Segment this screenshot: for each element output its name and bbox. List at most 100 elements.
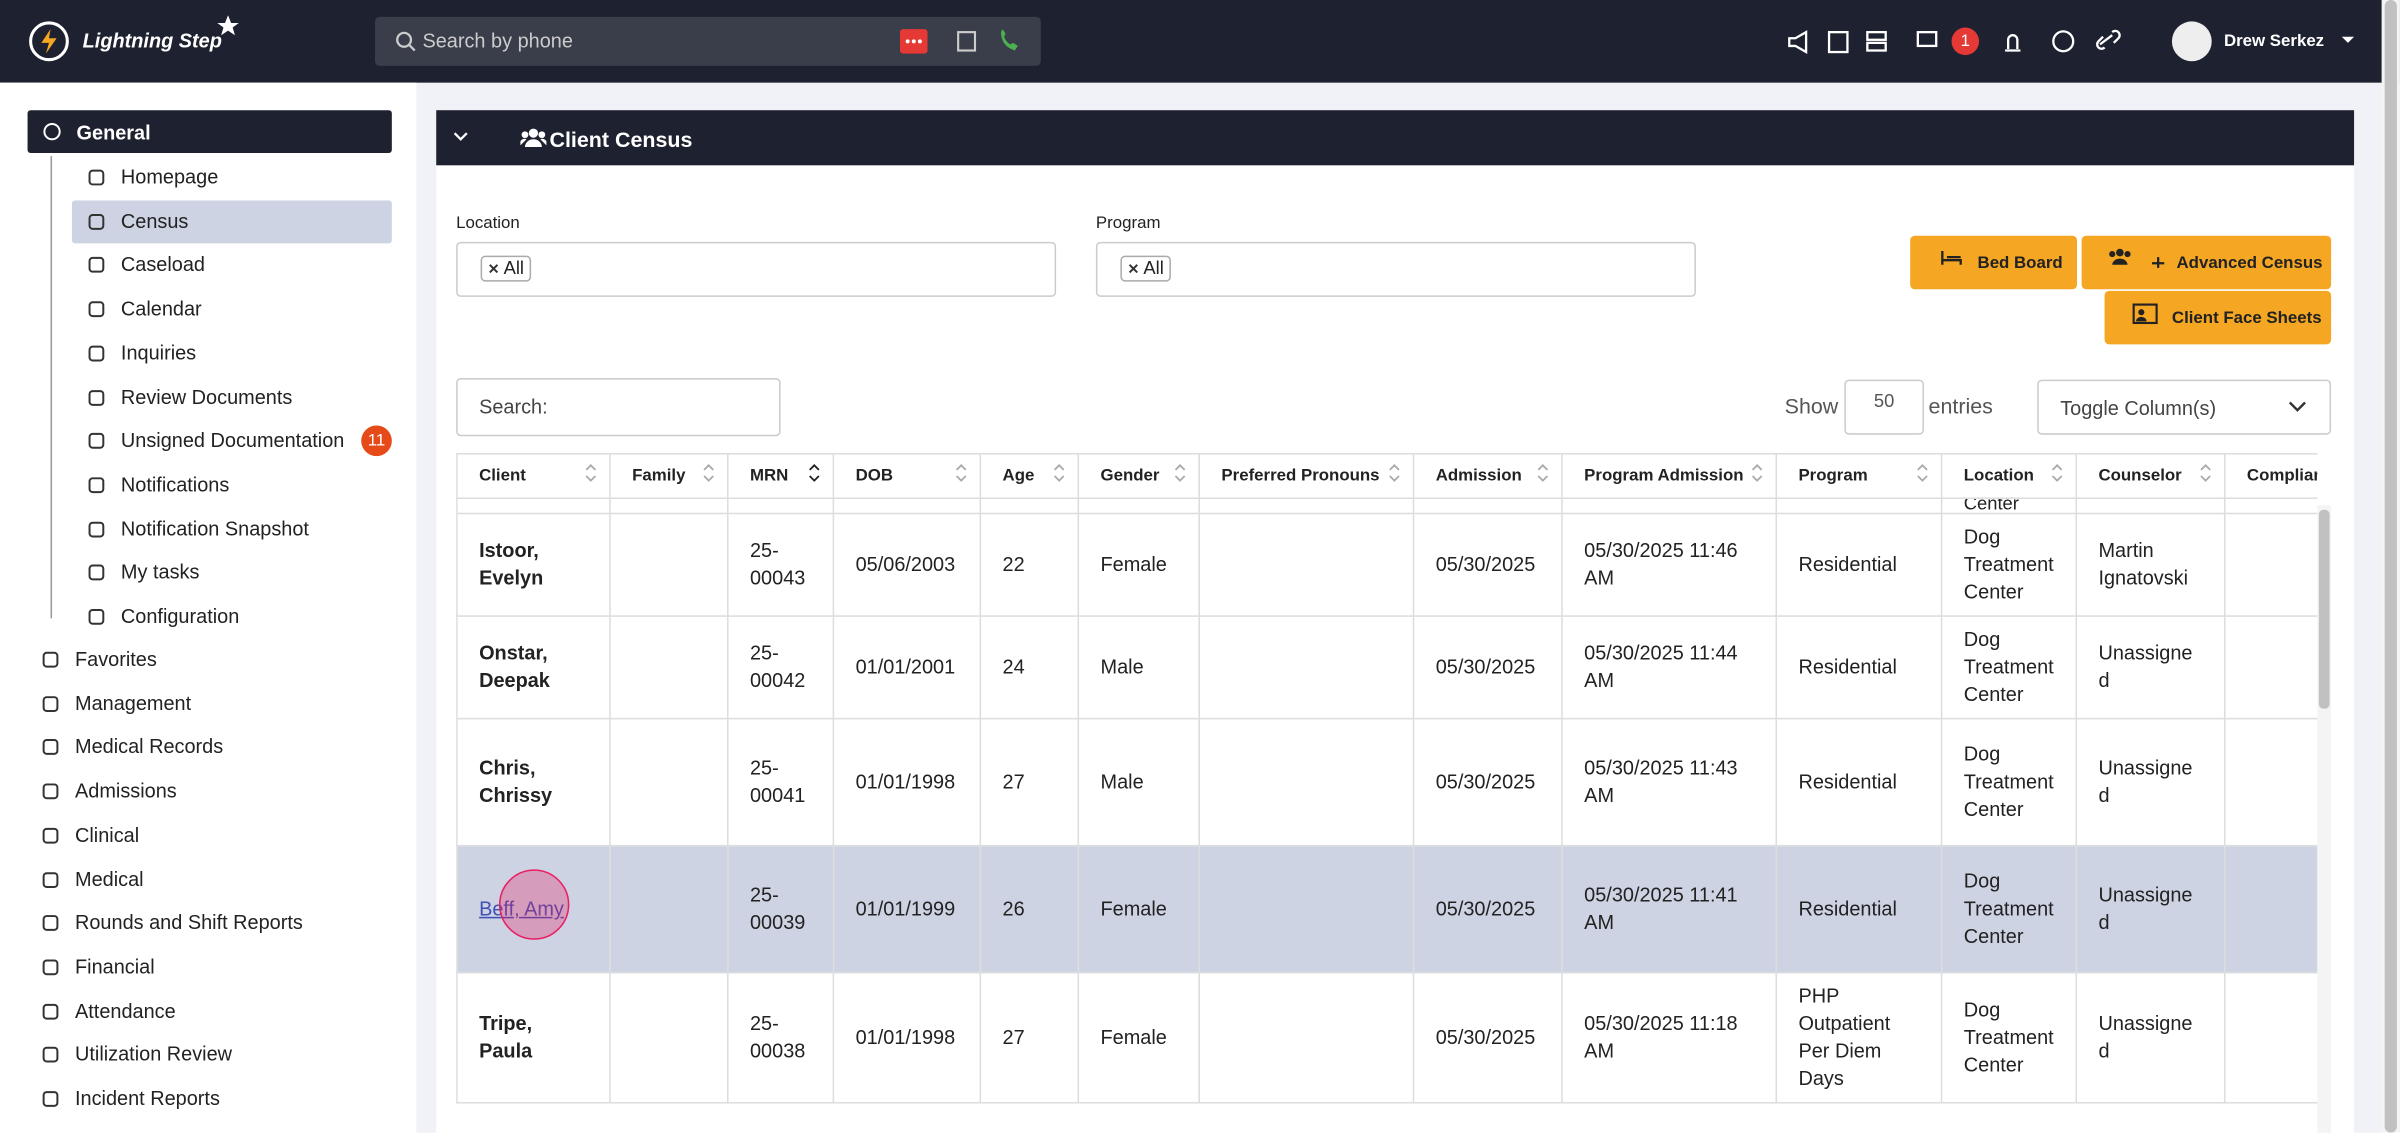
top-icons[interactable] <box>1786 26 2138 60</box>
scrollbar[interactable] <box>2317 505 2332 1133</box>
search-tools[interactable] <box>899 28 1053 56</box>
nav-group[interactable]: Medical Records <box>74 735 224 759</box>
face-sheets-button[interactable]: Client Face Sheets <box>2104 290 2332 345</box>
column-header[interactable]: Program Admission <box>1561 453 1778 499</box>
column-header[interactable]: Age <box>979 453 1080 499</box>
scroll-thumb[interactable] <box>2318 509 2330 709</box>
sort-icon[interactable] <box>1537 462 1549 483</box>
button-text: Advanced Census <box>2176 254 2323 273</box>
column-header[interactable]: DOB <box>832 453 982 499</box>
nav-group[interactable]: Financial <box>74 954 155 978</box>
column-header[interactable]: Client <box>456 453 611 499</box>
search-placeholder: Search by phone <box>422 29 573 53</box>
column-header[interactable]: Program <box>1775 453 1943 499</box>
column-title: Family <box>632 466 686 486</box>
nav-item[interactable]: Caseload <box>120 253 206 277</box>
column-header[interactable]: MRN <box>727 453 835 499</box>
table-row[interactable]: Tripe, Paula 25-00038 01/01/1998 27 Female 05… <box>456 971 2318 1104</box>
nav-item[interactable]: Unsigned Documentation <box>120 428 345 452</box>
sort-icon[interactable] <box>2051 462 2063 483</box>
column-header[interactable]: Complian <box>2223 453 2318 499</box>
nav-item[interactable]: Homepage <box>120 165 219 189</box>
nav-group[interactable]: Incident Reports <box>74 1086 220 1110</box>
nav-group[interactable]: Admissions <box>74 779 177 803</box>
sort-icon[interactable] <box>2199 462 2211 483</box>
nav-icon <box>88 389 105 406</box>
cell-text: Female <box>1100 1025 1167 1049</box>
nav-item[interactable]: Review Documents <box>120 384 293 408</box>
sort-icon[interactable] <box>703 462 715 483</box>
sort-icon[interactable] <box>955 462 967 483</box>
cell-text: Male <box>1100 769 1144 793</box>
sort-icon[interactable] <box>1053 462 1065 483</box>
nav-item[interactable]: Census <box>120 209 189 233</box>
program-chip[interactable]: All <box>1120 255 1172 282</box>
user-name[interactable]: Drew Serkez <box>2223 32 2325 51</box>
page-scroll-thumb[interactable] <box>2384 0 2397 1133</box>
entries-select[interactable]: 50 <box>1844 379 1924 435</box>
sort-icon[interactable] <box>1751 462 1763 483</box>
nav-item[interactable]: Configuration <box>120 604 240 628</box>
collapse-icon[interactable] <box>453 132 468 144</box>
location-chip[interactable]: All <box>480 255 532 282</box>
cell-text: 26 <box>1002 896 1025 920</box>
avatar[interactable] <box>2171 21 2212 62</box>
table-row[interactable]: Istoor, Evelyn 25-00043 05/06/2003 22 Female… <box>456 512 2318 617</box>
nav-group[interactable]: Clinical <box>74 823 140 847</box>
cell-text: 25-00042 <box>749 641 806 692</box>
column-title: DOB <box>855 466 894 486</box>
cell c2: 25-00043 <box>727 512 835 617</box>
nav-item[interactable]: Notification Snapshot <box>120 516 309 540</box>
bed-board-button[interactable]: Bed Board <box>1910 235 2078 290</box>
user-caret[interactable] <box>2340 35 2355 47</box>
cursor-indicator <box>498 869 570 940</box>
nav-item[interactable]: Calendar <box>120 297 202 321</box>
nav-item[interactable]: Inquiries <box>120 341 197 364</box>
column-header[interactable]: Family <box>609 453 729 499</box>
cell c4: 22 <box>979 512 1080 617</box>
column-header[interactable]: Preferred Pronouns <box>1198 453 1415 499</box>
table-row[interactable]: Onstar, Deepak 25-00042 01/01/2001 24 Male 05… <box>456 615 2318 720</box>
cell c10: Dog Treatment Center <box>1940 844 2078 974</box>
sort-icon[interactable] <box>1916 462 1928 483</box>
sort-icon[interactable] <box>1174 462 1186 483</box>
program-select[interactable]: All <box>1095 241 1696 297</box>
nav-group[interactable]: Rounds and Shift Reports <box>74 910 303 934</box>
page-scrollbar[interactable] <box>2381 0 2400 1133</box>
column-header[interactable]: Gender <box>1077 453 1200 499</box>
nav-group[interactable]: Utilization Review <box>74 1042 233 1066</box>
advanced-census-button[interactable]: Advanced Census <box>2081 235 2332 290</box>
table-row[interactable]: Chris, Chrissy 25-00041 01/01/1998 27 Male 05… <box>456 717 2318 847</box>
cell c2: 25-00042 <box>727 615 835 720</box>
toggle-columns[interactable]: Toggle Column(s) <box>2037 379 2332 435</box>
phone-search[interactable]: Search by phone <box>374 16 1041 66</box>
sort-icon[interactable] <box>585 462 597 483</box>
cell c7: 05/30/2025 <box>1412 717 1563 847</box>
column-header[interactable]: Admission <box>1412 453 1563 499</box>
favorite-star[interactable] <box>217 15 239 36</box>
column-header[interactable]: Counselor <box>2075 453 2226 499</box>
nav-icon <box>88 608 105 625</box>
nav-icon <box>88 521 105 537</box>
table-search[interactable]: Search: <box>456 378 781 437</box>
nav-group[interactable]: Favorites <box>74 647 157 671</box>
sort-icon[interactable] <box>1388 462 1400 483</box>
cell-text: 05/30/2025 <box>1435 896 1536 920</box>
table-row[interactable]: Beff, Amy 25-00039 01/01/1999 26 Female 05/30… <box>456 844 2318 974</box>
cell c1 <box>609 512 729 617</box>
chip-remove[interactable] <box>1128 263 1139 274</box>
sort-icon[interactable] <box>808 462 820 483</box>
nav-group[interactable]: Medical <box>74 867 144 891</box>
panel-header: Client Census <box>436 110 2355 166</box>
section-header[interactable]: General <box>27 110 392 154</box>
nav-group[interactable]: Attendance <box>74 998 176 1022</box>
chip-remove[interactable] <box>488 263 499 274</box>
nav-item[interactable]: Notifications <box>120 472 230 496</box>
cell-text: 25-00039 <box>749 883 806 934</box>
nav-group[interactable]: Management <box>74 691 192 715</box>
nav-item[interactable]: My tasks <box>120 560 200 584</box>
cell <box>1077 497 1200 515</box>
location-select[interactable]: All <box>456 241 1057 297</box>
tree-line <box>50 156 53 619</box>
column-header[interactable]: Location <box>1940 453 2078 499</box>
